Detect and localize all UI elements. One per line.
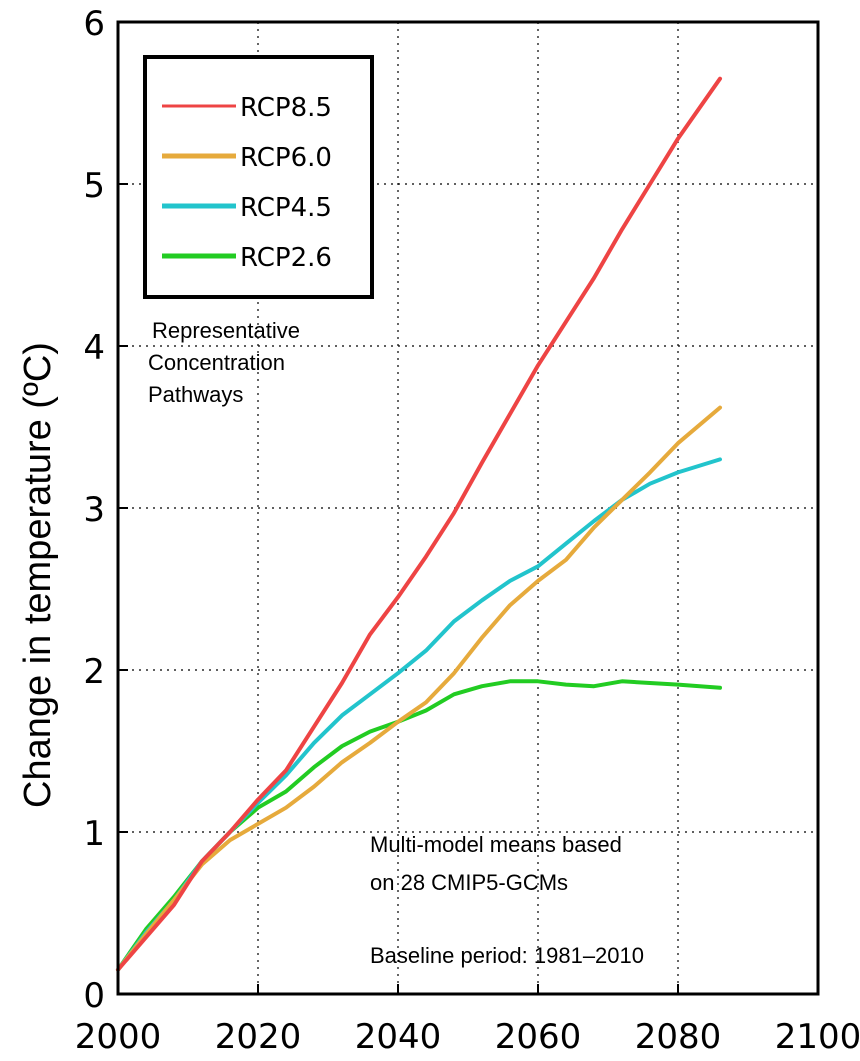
legend-title-line3: Pathways — [148, 382, 243, 407]
y-tick-label: 5 — [83, 166, 105, 206]
baseline-note: Baseline period: 1981–2010 — [370, 943, 644, 968]
y-tick-label: 6 — [83, 4, 105, 44]
series-line-rcp85 — [116, 76, 722, 972]
x-tick-label: 2080 — [635, 1017, 722, 1057]
series-line-rcp60 — [116, 405, 722, 972]
tick-labels: 2000 2020 2040 2060 2080 2100 0 1 2 3 4 5 6 — [75, 4, 860, 1057]
y-axis-label: Change in temperature (ºC) — [17, 342, 59, 808]
y-tick-label: 1 — [83, 814, 105, 854]
axis-ticks — [117, 21, 819, 995]
y-tick-label: 2 — [83, 652, 105, 692]
legend-items: RCP8.5 RCP6.0 RCP4.5 RCP2.6 — [162, 93, 332, 273]
x-tick-label: 2100 — [775, 1017, 860, 1057]
legend-title-line2: Concentration — [148, 350, 285, 375]
means-note-line1: Multi-model means based — [370, 832, 622, 857]
x-tick-label: 2000 — [75, 1017, 162, 1057]
y-tick-label: 0 — [83, 976, 105, 1016]
legend-title: Representative Concentration Pathways — [148, 318, 306, 407]
x-tick-label: 2040 — [355, 1017, 442, 1057]
legend-title-line1: Representative — [152, 318, 300, 343]
means-note-line2: on 28 CMIP5-GCMs — [370, 870, 568, 895]
y-tick-label: 4 — [83, 328, 105, 368]
x-tick-label: 2020 — [215, 1017, 302, 1057]
y-tick-label: 3 — [83, 490, 105, 530]
legend-label: RCP8.5 — [240, 93, 332, 123]
legend: RCP8.5 RCP6.0 RCP4.5 RCP2.6 — [143, 55, 374, 299]
x-tick-label: 2060 — [495, 1017, 582, 1057]
legend-label: RCP2.6 — [240, 243, 332, 273]
legend-label: RCP4.5 — [240, 193, 332, 223]
series-lines — [116, 76, 722, 972]
legend-label: RCP6.0 — [240, 143, 332, 173]
series-line-rcp26 — [116, 679, 722, 972]
